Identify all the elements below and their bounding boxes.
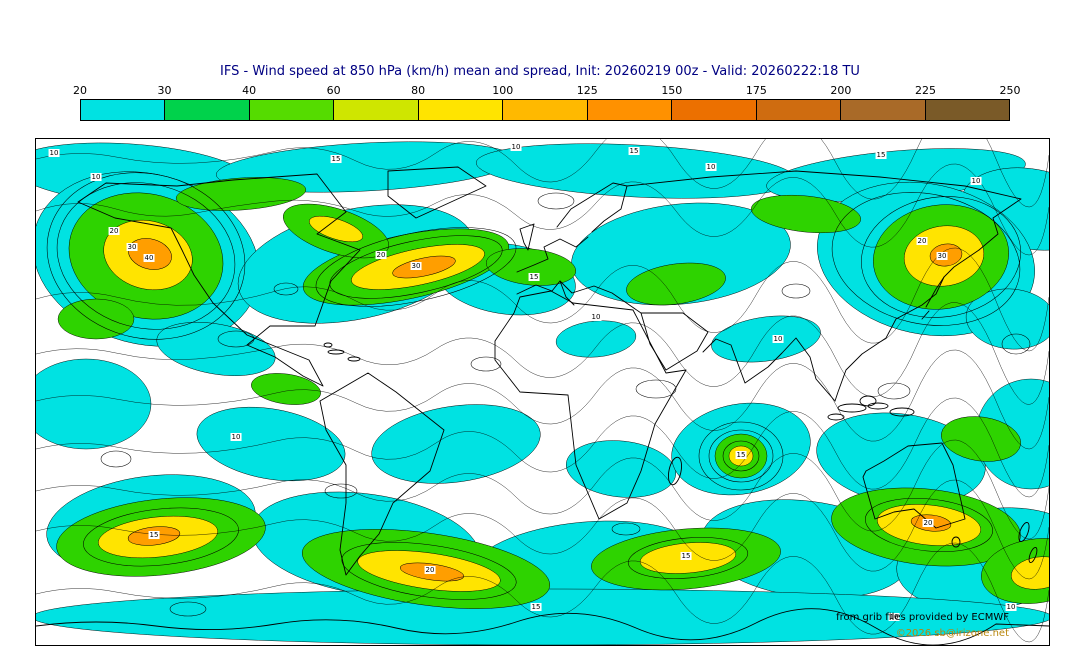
contour-label: 15 — [875, 151, 887, 159]
colorbar-tick: 40 — [242, 84, 257, 97]
contour-label: 30 — [410, 262, 422, 270]
contour-label: 20 — [375, 251, 387, 259]
colorbar-segment — [502, 99, 588, 121]
contour-label: 10 — [590, 313, 602, 321]
contour-label: 15 — [680, 552, 692, 560]
colorbar-segment — [755, 99, 842, 121]
contour-label: 30 — [126, 243, 138, 251]
contour-label: 20 — [922, 519, 934, 527]
colorbar-tick: 250 — [999, 84, 1021, 97]
contour-label: 10 — [970, 177, 982, 185]
contour-label: 10 — [772, 335, 784, 343]
contour-label: 20 — [108, 227, 120, 235]
copyright-notice: ©2026 sb@irizone.net — [895, 628, 1009, 639]
contour-label: 10 — [48, 149, 60, 157]
colorbar-segment — [164, 99, 250, 121]
colorbar-tick: 30 — [157, 84, 172, 97]
contour-label: 15 — [735, 451, 747, 459]
contour-label: 10 — [510, 143, 522, 151]
contour-label: 10 — [888, 613, 900, 621]
contour-label: 30 — [936, 252, 948, 260]
contour-label: 40 — [143, 254, 155, 262]
data-credit: from grib files provided by ECMWF — [836, 612, 1009, 623]
colorbar — [80, 99, 1010, 121]
colorbar-tick: 150 — [661, 84, 683, 97]
contour-label: 15 — [528, 273, 540, 281]
contour-label: 15 — [330, 155, 342, 163]
chart-title: IFS - Wind speed at 850 hPa (km/h) mean … — [220, 64, 860, 79]
contour-label: 10 — [230, 433, 242, 441]
map-panel: 10 10 15 10 15 10 15 10 20 30 40 20 30 1… — [35, 138, 1050, 646]
contour-label: 20 — [916, 237, 928, 245]
colorbar-segment — [840, 99, 926, 121]
colorbar-segment — [924, 99, 1010, 121]
colorbar-tick: 200 — [830, 84, 852, 97]
wind-layer-orange — [127, 238, 963, 582]
colorbar-tick: 225 — [914, 84, 936, 97]
colorbar-tick: 175 — [745, 84, 767, 97]
colorbar-segment — [417, 99, 504, 121]
contour-label: 10 — [1005, 603, 1017, 611]
contour-label: 20 — [424, 566, 436, 574]
contour-label: 15 — [148, 531, 160, 539]
wind-field-map — [36, 139, 1049, 645]
contour-label: 10 — [90, 173, 102, 181]
colorbar-tick: 80 — [411, 84, 426, 97]
colorbar-segment — [80, 99, 166, 121]
contour-label: 15 — [530, 603, 542, 611]
colorbar-segment — [248, 99, 335, 121]
colorbar-segment — [671, 99, 757, 121]
colorbar-segment — [333, 99, 419, 121]
colorbar-tick: 125 — [576, 84, 598, 97]
colorbar-tick: 100 — [492, 84, 514, 97]
colorbar-tick: 20 — [73, 84, 87, 97]
colorbar-ticks: 20 30 40 60 80 100 125 150 175 200 225 2… — [73, 84, 1021, 97]
contour-label: 10 — [705, 163, 717, 171]
contour-label: 15 — [628, 147, 640, 155]
coastlines — [36, 166, 1049, 645]
colorbar-tick: 60 — [326, 84, 341, 97]
colorbar-segment — [586, 99, 673, 121]
spread-contour-rings — [46, 172, 1031, 617]
spread-contour-lines — [36, 139, 1049, 643]
